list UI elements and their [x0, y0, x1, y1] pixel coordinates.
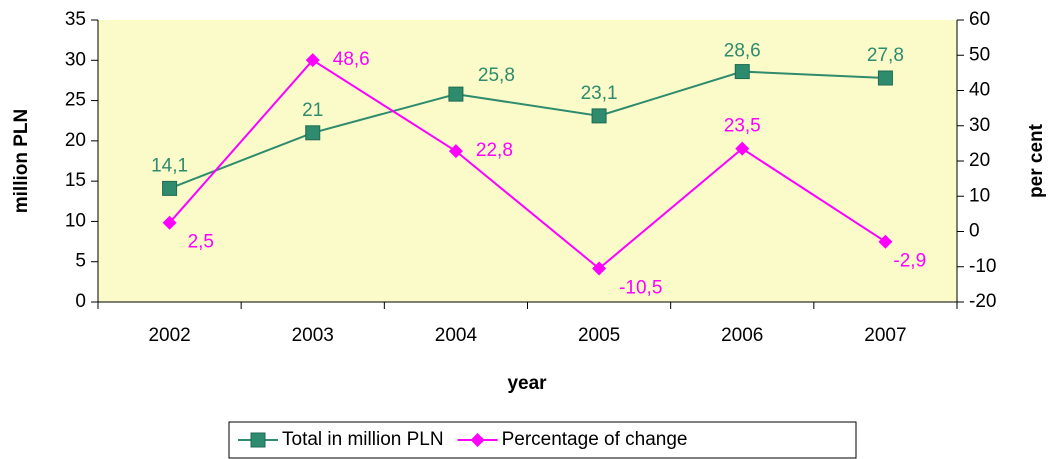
data-label: 23,1 — [581, 83, 618, 104]
y-tick-label: 20 — [65, 130, 86, 151]
y2-tick-label: 20 — [969, 150, 990, 171]
x-tick-label: 2004 — [435, 325, 478, 346]
y-tick-label: 10 — [65, 210, 86, 231]
marker — [162, 215, 177, 230]
y-tick-label: 35 — [65, 9, 86, 30]
y2-tick-label: 10 — [969, 185, 990, 206]
y2-tick-label: 50 — [969, 44, 990, 65]
x-tick-label: 2002 — [148, 325, 190, 346]
data-label: 28,6 — [724, 41, 761, 62]
y-tick-label: 0 — [75, 291, 86, 312]
marker — [305, 53, 320, 68]
y-tick-label: 5 — [75, 251, 86, 272]
x-axis-title: year — [507, 373, 547, 394]
data-label: 25,8 — [478, 65, 515, 86]
marker — [305, 125, 321, 141]
y2-tick-label: -10 — [969, 256, 996, 277]
data-label: 23,5 — [724, 116, 761, 137]
data-label: 21 — [302, 100, 323, 121]
marker — [877, 70, 893, 86]
y-tick-label: 30 — [65, 49, 86, 70]
y2-tick-label: 30 — [969, 115, 990, 136]
y2-tick-label: 0 — [969, 221, 980, 242]
legend-label: Percentage of change — [502, 429, 688, 450]
y-axis-title: million PLN — [11, 109, 32, 214]
x-tick-label: 2006 — [721, 325, 763, 346]
data-label: -2,9 — [893, 251, 926, 272]
data-label: 14,1 — [151, 155, 188, 176]
y2-tick-label: 40 — [969, 80, 990, 101]
series-line — [168, 58, 886, 270]
series-line — [169, 70, 886, 190]
y-tick-label: 25 — [65, 90, 86, 111]
marker — [250, 432, 266, 448]
y2-tick-label: 60 — [969, 9, 990, 30]
legend-box — [228, 421, 857, 459]
marker — [878, 234, 893, 249]
legend-label: Total in million PLN — [282, 429, 444, 450]
plot-area — [98, 20, 957, 302]
data-label: 22,8 — [476, 140, 513, 161]
marker — [448, 144, 463, 159]
x-tick-label: 2005 — [578, 325, 620, 346]
marker — [734, 64, 750, 80]
marker — [448, 86, 464, 102]
legend: Total in million PLN Percentage of change — [228, 421, 857, 459]
marker — [592, 261, 607, 276]
x-tick-label: 2007 — [864, 325, 906, 346]
data-label: -10,5 — [619, 278, 662, 299]
data-label: 48,6 — [333, 49, 370, 70]
x-tick-label: 2003 — [292, 325, 334, 346]
y-tick-label: 15 — [65, 170, 86, 191]
data-label: 2,5 — [188, 232, 214, 253]
data-label: 27,8 — [867, 45, 904, 66]
marker — [735, 141, 750, 156]
y2-tick-label: -20 — [969, 291, 996, 312]
marker — [591, 108, 607, 124]
marker — [162, 180, 178, 196]
y2-axis-title: per cent — [1026, 123, 1047, 198]
marker — [470, 433, 485, 447]
